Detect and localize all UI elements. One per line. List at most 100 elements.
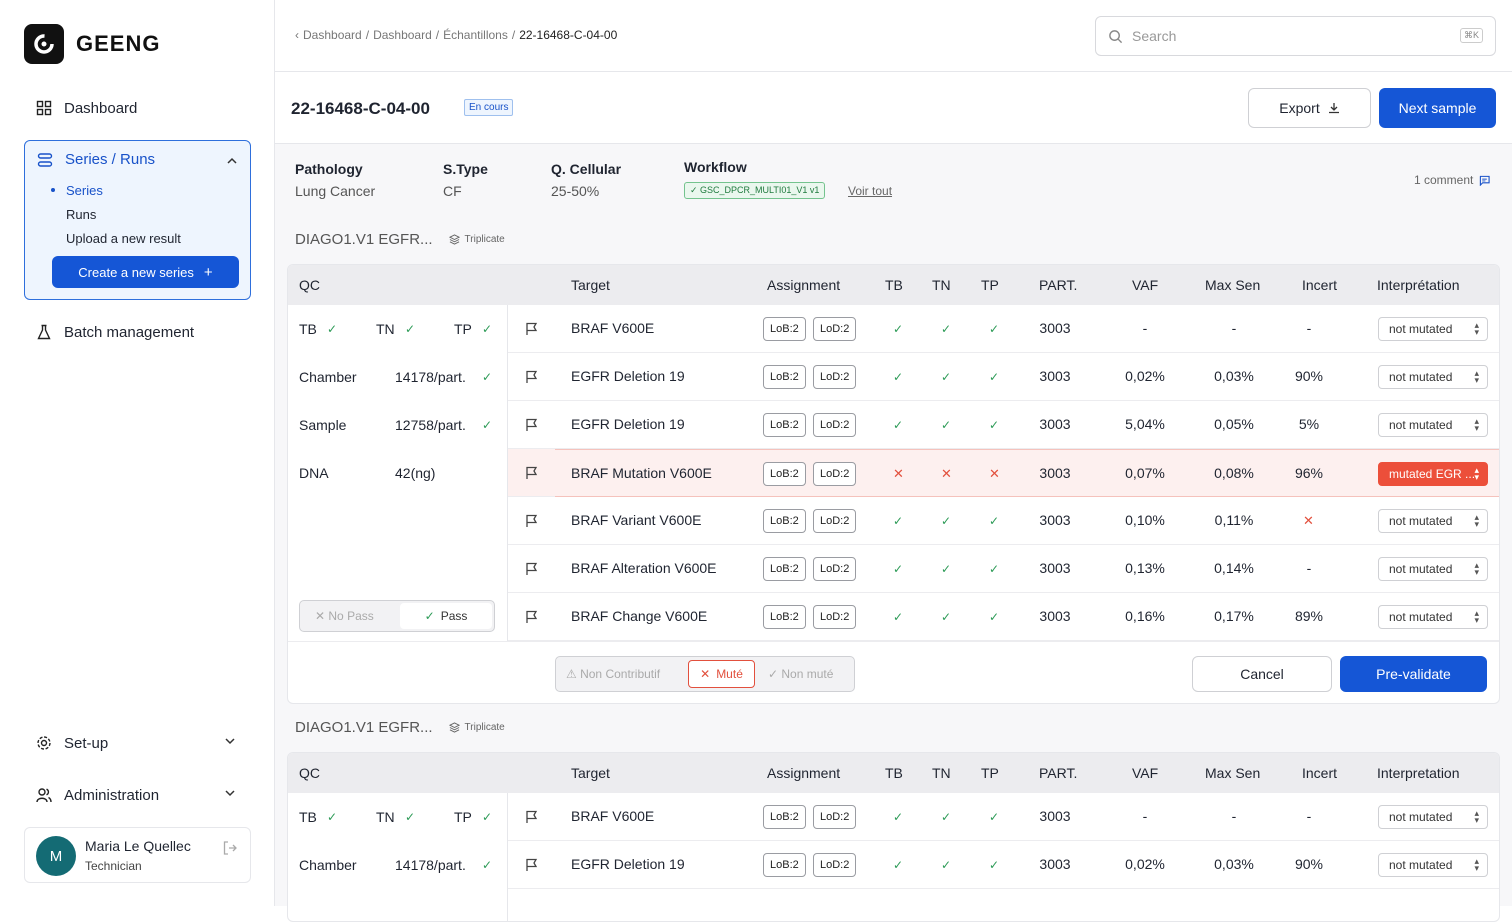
interpretation-value: not mutated: [1389, 514, 1453, 528]
check-icon: ✓: [941, 858, 952, 872]
mute-option[interactable]: ✕ Muté: [688, 660, 755, 688]
comments-link[interactable]: 1 comment: [1414, 173, 1490, 187]
table-header: QC Target Assignment TB TN TP PART. VAF …: [288, 753, 1499, 793]
flag-button[interactable]: [508, 497, 555, 545]
flag-button[interactable]: [508, 841, 555, 889]
flag-button[interactable]: [508, 545, 555, 593]
lod-chip[interactable]: LoD:2: [813, 509, 857, 533]
check-icon: ✓: [941, 514, 952, 528]
check-icon: ✓: [690, 185, 701, 195]
user-card[interactable]: M Maria Le Quellec Technician: [24, 827, 251, 883]
pass-toggle[interactable]: ✕ No Pass ✓ Pass: [299, 600, 495, 632]
lob-chip[interactable]: LoB:2: [763, 557, 806, 581]
flag-button[interactable]: [508, 593, 555, 641]
non-contributif-option[interactable]: ⚠ Non Contributif: [566, 667, 660, 681]
chevron-down-icon[interactable]: [224, 735, 236, 747]
lod-chip[interactable]: LoD:2: [813, 317, 857, 341]
check-icon: ✓: [989, 418, 1000, 432]
prevalidate-button[interactable]: Pre-validate: [1340, 656, 1487, 692]
interpretation-select[interactable]: not mutated ▴ ▾: [1378, 317, 1488, 341]
vaf-cell: 0,16%: [1125, 608, 1165, 624]
flag-button[interactable]: [508, 305, 555, 353]
vaf-cell: -: [1142, 808, 1148, 824]
nav-dashboard[interactable]: Dashboard: [24, 88, 250, 128]
col-tp: TP: [981, 765, 999, 781]
lod-chip[interactable]: LoD:2: [813, 462, 857, 486]
interpretation-select[interactable]: not mutated ▴ ▾: [1378, 557, 1488, 581]
maxsen-cell: -: [1231, 320, 1237, 336]
result-toggle[interactable]: ⚠ Non Contributif ✕ Muté ✓ Non muté: [555, 656, 855, 692]
users-icon: [36, 788, 52, 803]
lod-chip[interactable]: LoD:2: [813, 805, 857, 829]
search-input[interactable]: Search ⌘K: [1095, 16, 1496, 56]
lod-chip[interactable]: LoD:2: [813, 605, 857, 629]
sidebar: GEENG Dashboard Series / Runs Series Run…: [0, 0, 275, 906]
interpretation-select[interactable]: not mutated ▴ ▾: [1378, 853, 1488, 877]
check-icon: ✓: [327, 322, 338, 336]
interpretation-select[interactable]: mutated EGR ... ▴ ▾: [1378, 462, 1488, 486]
lob-chip[interactable]: LoB:2: [763, 413, 806, 437]
table-row: BRAF V600E LoB:2 LoD:2 ✓ ✓ ✓ 3003 - - - not mutate…: [555, 793, 1499, 841]
interpretation-select[interactable]: not mutated ▴ ▾: [1378, 509, 1488, 533]
breadcrumb-item[interactable]: Dashboard: [303, 28, 362, 42]
export-button[interactable]: Export: [1248, 88, 1371, 128]
flag-button[interactable]: [508, 449, 555, 497]
lob-chip[interactable]: LoB:2: [763, 509, 806, 533]
lob-chip[interactable]: LoB:2: [763, 365, 806, 389]
flag-button[interactable]: [508, 353, 555, 401]
nav-runs[interactable]: Runs: [66, 207, 97, 222]
incert-cell: 96%: [1294, 465, 1324, 481]
table-row: EGFR Deletion 19 LoB:2 LoD:2 ✓ ✓ ✓ 3003 0,02% 0,…: [555, 841, 1499, 889]
check-icon: ✓: [405, 810, 416, 824]
nav-administration[interactable]: Administration: [24, 775, 250, 815]
qc-chamber-value: 14178/part.: [395, 369, 466, 385]
non-mute-option[interactable]: ✓ Non muté: [768, 667, 833, 681]
nav-upload-result[interactable]: Upload a new result: [66, 231, 181, 246]
interpretation-select[interactable]: not mutated ▴ ▾: [1378, 413, 1488, 437]
lob-chip[interactable]: LoB:2: [763, 317, 806, 341]
interpretation-value: not mutated: [1389, 418, 1453, 432]
table-row: EGFR Deletion 19 LoB:2 LoD:2 ✓ ✓ ✓ 3003 5,04% 0,…: [555, 401, 1499, 449]
nav-setup[interactable]: Set-up: [24, 723, 250, 763]
nav-series-runs[interactable]: Series / Runs: [37, 151, 155, 168]
no-pass-option[interactable]: ✕ No Pass: [315, 609, 374, 623]
interpretation-select[interactable]: not mutated ▴ ▾: [1378, 605, 1488, 629]
interpretation-select[interactable]: not mutated ▴ ▾: [1378, 365, 1488, 389]
lod-chip[interactable]: LoD:2: [813, 413, 857, 437]
nav-batch-management[interactable]: Batch management: [24, 312, 250, 352]
page-title: 22-16468-C-04-00: [291, 99, 430, 118]
breadcrumb-item[interactable]: Échantillons: [443, 28, 508, 42]
lod-chip[interactable]: LoD:2: [813, 365, 857, 389]
app-logo[interactable]: GEENG: [24, 24, 160, 64]
cancel-button[interactable]: Cancel: [1192, 656, 1332, 692]
lob-chip[interactable]: LoB:2: [763, 462, 806, 486]
create-series-button[interactable]: Create a new series +: [52, 256, 239, 288]
nav-series[interactable]: Series: [66, 183, 103, 198]
updown-chevron-icon: ▴ ▾: [1474, 465, 1479, 482]
back-chevron-icon[interactable]: ‹: [295, 28, 299, 42]
breadcrumb-item[interactable]: Dashboard: [373, 28, 432, 42]
part-cell: 3003: [1039, 368, 1071, 384]
check-icon: ✓: [941, 562, 952, 576]
nav-administration-label: Administration: [64, 786, 160, 804]
lob-chip[interactable]: LoB:2: [763, 853, 806, 877]
lob-chip[interactable]: LoB:2: [763, 805, 806, 829]
next-sample-button[interactable]: Next sample: [1379, 88, 1496, 128]
interpretation-value: not mutated: [1389, 322, 1453, 336]
chevron-up-icon[interactable]: [226, 155, 238, 167]
pass-option[interactable]: ✓ Pass: [400, 603, 492, 629]
lob-chip[interactable]: LoB:2: [763, 605, 806, 629]
flag-icon: [526, 514, 538, 527]
flag-button[interactable]: [508, 401, 555, 449]
lod-chip[interactable]: LoD:2: [813, 853, 857, 877]
voir-tout-link[interactable]: Voir tout: [848, 184, 893, 198]
check-icon: ✓: [893, 810, 904, 824]
maxsen-cell: 0,11%: [1214, 512, 1254, 528]
flag-button[interactable]: [508, 793, 555, 841]
layers-icon: [448, 722, 460, 733]
interpretation-select[interactable]: not mutated ▴ ▾: [1378, 805, 1488, 829]
lod-chip[interactable]: LoD:2: [813, 557, 857, 581]
updown-chevron-icon: ▴ ▾: [1474, 368, 1479, 385]
logout-icon[interactable]: [222, 840, 238, 856]
chevron-down-icon[interactable]: [224, 787, 236, 799]
